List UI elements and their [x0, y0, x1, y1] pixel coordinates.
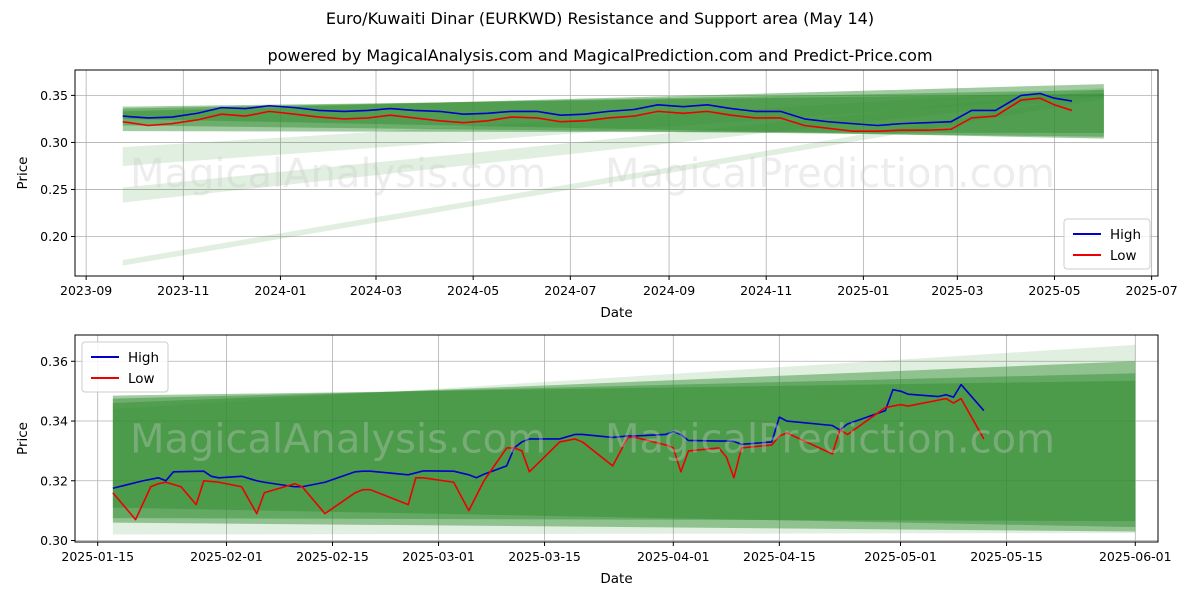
y-tick-label: 0.25 [40, 182, 68, 197]
plot-background [75, 70, 1158, 276]
plot-frame [74, 69, 1159, 277]
watermark-text: MagicalPrediction.com [605, 151, 1055, 197]
resistance-support-band [122, 93, 1104, 137]
series-line-high [112, 383, 985, 490]
x-tick-label: 2023-11 [157, 283, 209, 298]
y-tick-label: 0.35 [40, 88, 68, 103]
x-tick-label: 2023-09 [60, 283, 112, 298]
watermark-text: MagicalAnalysis.com [130, 151, 546, 197]
y-tick-label: 0.30 [40, 533, 68, 548]
x-tick-label: 2025-05-15 [970, 549, 1043, 564]
chart-title: Euro/Kuwaiti Dinar (EURKWD) Resistance a… [325, 9, 875, 28]
y-tick-label: 0.32 [40, 473, 68, 488]
x-tick-label: 2025-01-15 [61, 549, 134, 564]
watermark-text: MagicalPrediction.com [605, 417, 1055, 463]
x-tick-label: 2025-01 [837, 283, 889, 298]
resistance-support-band [112, 344, 1136, 535]
legend-label-high: High [128, 350, 159, 366]
x-tick-label: 2025-02-15 [296, 549, 369, 564]
x-axis-label: Date [600, 571, 632, 587]
y-tick-label: 0.36 [40, 354, 68, 369]
x-tick-label: 2024-05 [447, 283, 499, 298]
legend-label-low: Low [1110, 248, 1137, 264]
series-line-low [122, 97, 1073, 132]
x-tick-label: 2024-09 [643, 283, 695, 298]
bands-group [122, 84, 1104, 266]
x-tick-label: 2025-05-01 [864, 549, 937, 564]
x-tick-label: 2025-07 [1126, 283, 1178, 298]
x-tick-label: 2024-03 [350, 283, 402, 298]
series-line-low [112, 397, 985, 521]
legend-box [1063, 218, 1151, 270]
resistance-support-band [112, 380, 1136, 522]
x-tick-label: 2025-03-01 [402, 549, 475, 564]
x-tick-label: 2024-01 [254, 283, 306, 298]
chart-subtitle: powered by MagicalAnalysis.com and Magic… [267, 46, 933, 65]
resistance-support-band [122, 89, 1104, 203]
legend: High Low [81, 341, 169, 393]
x-tick-label: 2025-04-01 [637, 549, 710, 564]
series-group [112, 383, 985, 521]
legend: High Low [1063, 218, 1151, 270]
legend-box [81, 341, 169, 393]
y-tick-label: 0.34 [40, 414, 68, 429]
x-tick-label: 2025-06-01 [1099, 549, 1172, 564]
x-tick-label: 2024-11 [740, 283, 792, 298]
legend-label-high: High [1110, 227, 1141, 243]
x-tick-label: 2025-02-01 [190, 549, 263, 564]
series-group [122, 92, 1073, 132]
resistance-support-band [122, 93, 1104, 266]
y-tick-label: 0.20 [40, 229, 68, 244]
x-axis-label: Date [600, 305, 632, 321]
x-tick-label: 2025-05 [1028, 283, 1080, 298]
y-tick-label: 0.30 [40, 135, 68, 150]
plot-background [75, 335, 1158, 542]
resistance-support-band [122, 87, 1104, 166]
x-tick-label: 2025-03 [931, 283, 983, 298]
x-tick-label: 2024-07 [544, 283, 596, 298]
watermark-text: MagicalAnalysis.com [130, 417, 546, 463]
plot-frame [74, 334, 1159, 543]
x-tick-label: 2025-03-15 [508, 549, 581, 564]
x-tick-label: 2025-04-15 [743, 549, 816, 564]
series-line-high [122, 92, 1073, 127]
y-axis-label: Price [15, 422, 31, 455]
y-axis-label: Price [15, 157, 31, 190]
legend-label-low: Low [128, 371, 155, 387]
